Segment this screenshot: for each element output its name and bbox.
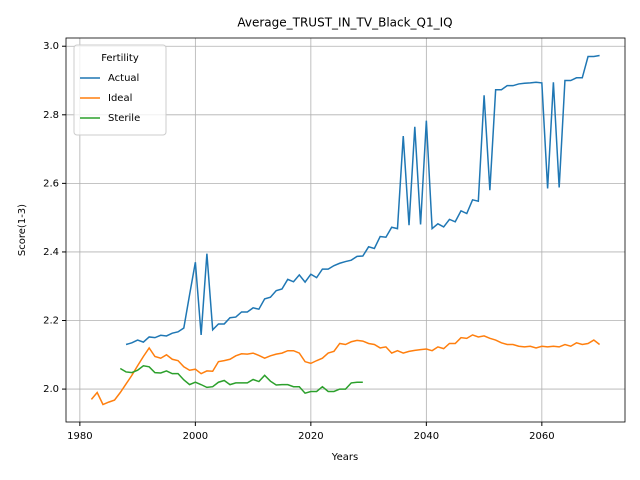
legend-box	[73, 44, 167, 136]
chart-title: Average_TRUST_IN_TV_Black_Q1_IQ	[237, 16, 452, 30]
y-tick-label: 2.8	[43, 110, 59, 121]
data-line	[119, 364, 363, 395]
legend-label: Actual	[108, 73, 139, 84]
legend-label: Sterile	[108, 113, 140, 124]
legend: Fertility Actual Ideal Sterile	[73, 44, 167, 136]
y-tick-label: 2.2	[43, 316, 59, 327]
y-tick-label: 2.6	[43, 178, 59, 189]
data-line	[125, 54, 600, 346]
y-tick-label: 2.0	[43, 384, 59, 395]
x-tick-label: 2060	[529, 431, 554, 442]
y-tick-label: 3.0	[43, 41, 59, 52]
plot-frame	[65, 37, 626, 423]
legend-title: Fertility	[101, 53, 139, 64]
data-line	[90, 334, 601, 406]
x-tick-label: 2040	[414, 431, 439, 442]
x-tick-label: 2020	[298, 431, 323, 442]
legend-label: Ideal	[108, 93, 132, 104]
y-axis-label: Score(1-3)	[17, 204, 28, 256]
y-tick-label: 2.4	[43, 247, 59, 258]
x-tick-label: 2000	[183, 431, 208, 442]
x-tick-label: 1980	[67, 431, 92, 442]
x-axis-label: Years	[331, 452, 358, 463]
